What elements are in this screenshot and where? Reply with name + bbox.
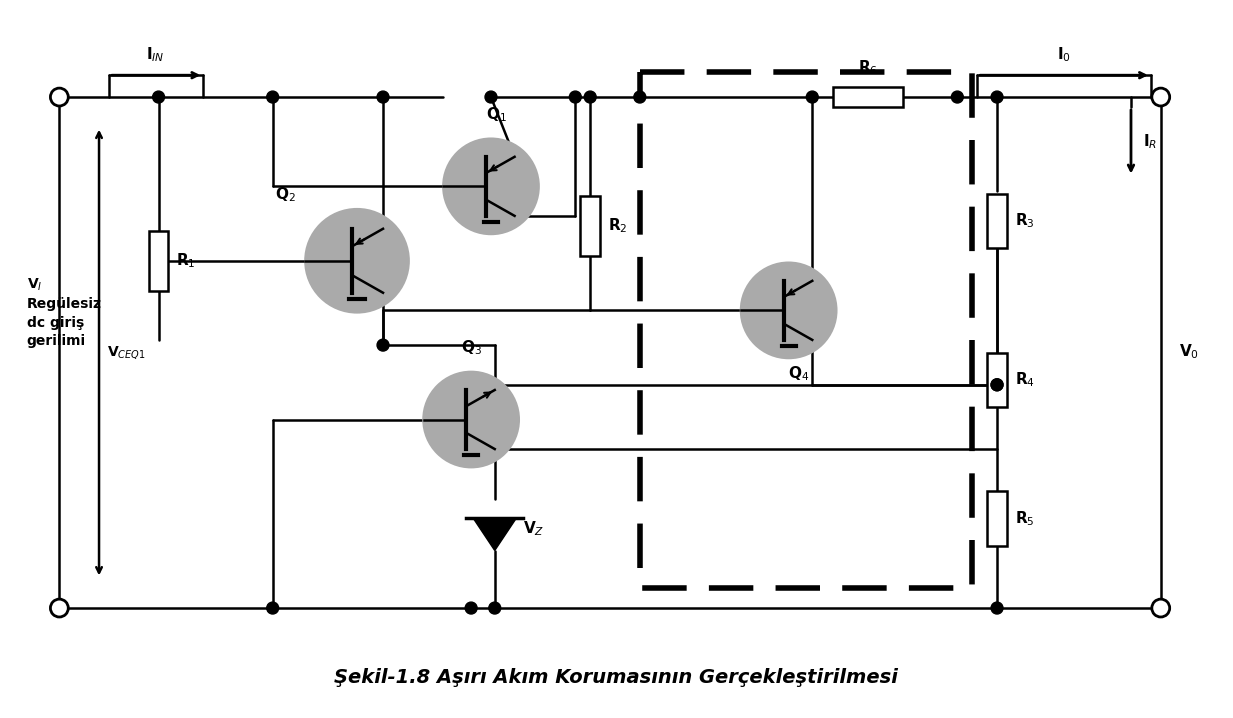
Text: R$_5$: R$_5$ [1015,509,1034,528]
Circle shape [991,379,1002,391]
Circle shape [806,91,819,103]
Text: R$_2$: R$_2$ [608,217,628,236]
Circle shape [153,91,164,103]
Text: Q$_3$: Q$_3$ [461,338,482,357]
Text: R$_1$: R$_1$ [176,251,196,270]
Bar [988,353,1007,407]
Bar [581,196,600,256]
Text: Q$_4$: Q$_4$ [788,364,809,383]
Text: R$_3$: R$_3$ [1015,212,1034,230]
Circle shape [952,91,963,103]
Circle shape [485,91,497,103]
Text: I$_R$: I$_R$ [1143,132,1157,151]
Text: I$_0$: I$_0$ [1057,45,1070,64]
Circle shape [1152,88,1170,106]
Circle shape [991,602,1002,614]
Circle shape [266,602,279,614]
Circle shape [377,91,388,103]
Circle shape [51,88,68,106]
Circle shape [377,339,388,351]
Bar [834,87,903,107]
Text: V$_I$
Regülesiz
dc giriş
gerilimi: V$_I$ Regülesiz dc giriş gerilimi [27,276,101,348]
Circle shape [444,139,539,234]
Circle shape [423,372,519,467]
Text: Q$_2$: Q$_2$ [275,185,296,204]
Circle shape [51,599,68,617]
Bar [988,491,1007,546]
Circle shape [465,602,477,614]
Circle shape [634,91,646,103]
Text: I$_{IN}$: I$_{IN}$ [147,45,165,64]
Circle shape [306,209,408,312]
Text: V$_Z$: V$_Z$ [523,520,544,538]
Circle shape [570,91,581,103]
Text: Şekil-1.8 Aşırı Akım Korumasının Gerçekleştirilmesi: Şekil-1.8 Aşırı Akım Korumasının Gerçekl… [334,668,898,687]
Circle shape [991,91,1002,103]
Circle shape [741,263,836,358]
Text: V$_{CEQ1}$: V$_{CEQ1}$ [107,343,145,360]
Text: Q$_1$: Q$_1$ [486,105,507,123]
Circle shape [266,91,279,103]
Circle shape [991,379,1002,391]
Bar [988,194,1007,248]
Polygon shape [473,518,517,551]
Text: V$_0$: V$_0$ [1179,342,1198,361]
Circle shape [1152,599,1170,617]
Text: R$_4$: R$_4$ [1015,370,1034,389]
Circle shape [584,91,597,103]
Circle shape [488,602,501,614]
Bar [149,231,169,291]
Text: R$_6$: R$_6$ [858,58,878,77]
Bar [640,73,973,588]
